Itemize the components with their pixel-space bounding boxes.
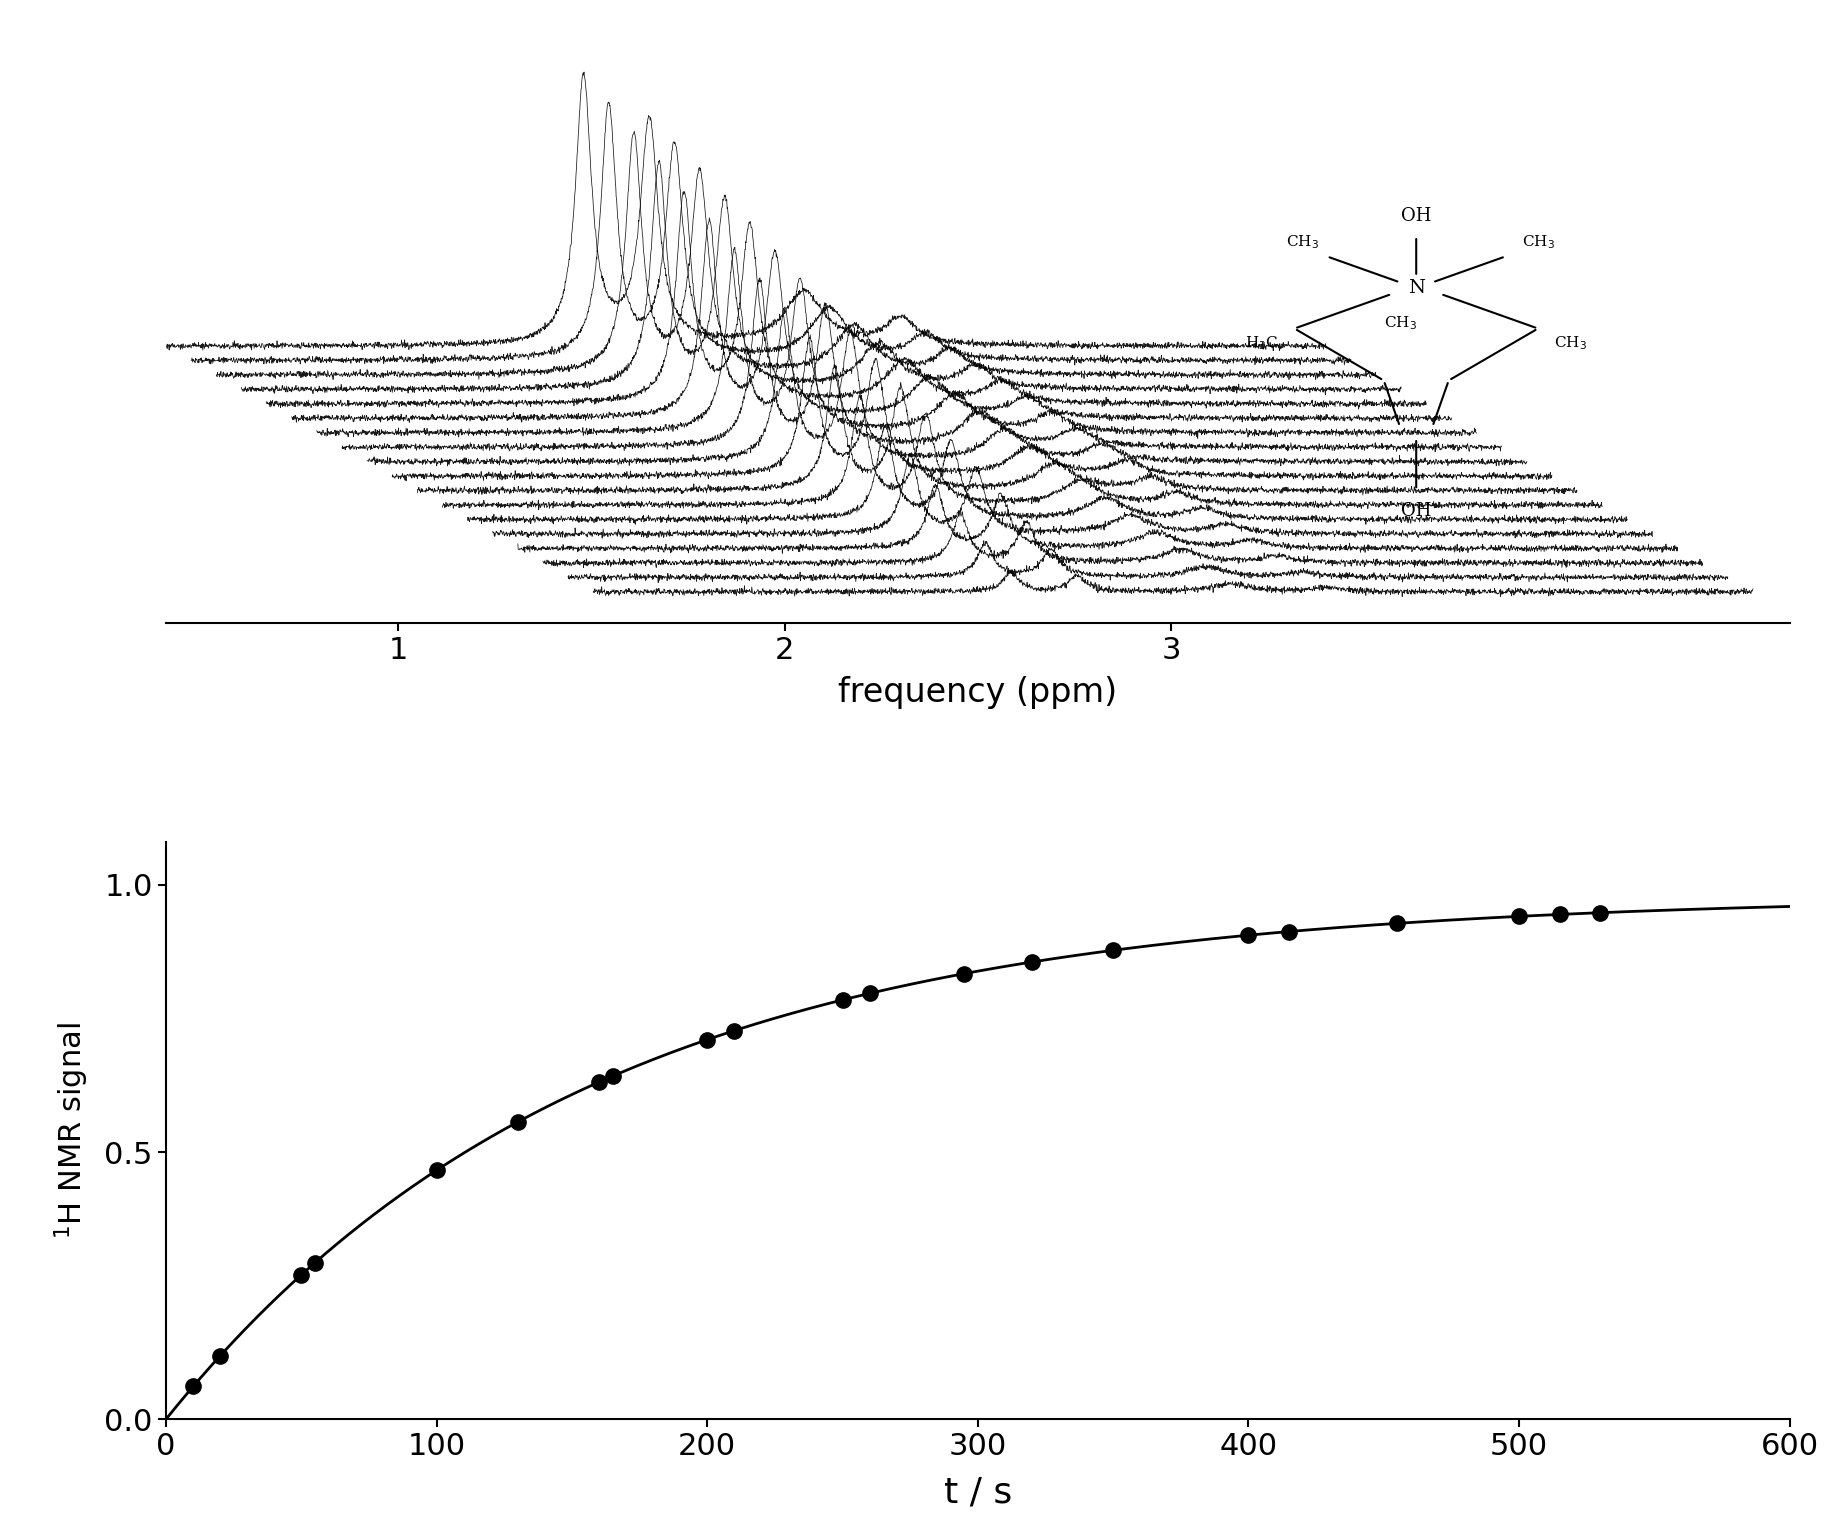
Point — [720, 1018, 749, 1042]
Text: CH$_3$: CH$_3$ — [1384, 314, 1417, 331]
Text: H$_3$C: H$_3$C — [1245, 334, 1279, 353]
Point — [423, 1158, 452, 1183]
Point — [1382, 911, 1411, 935]
Point — [1504, 903, 1533, 928]
Point — [950, 961, 980, 986]
Text: OH: OH — [1400, 206, 1432, 224]
Point — [692, 1027, 721, 1051]
Point — [585, 1070, 614, 1094]
Point — [1098, 938, 1127, 963]
Point — [1585, 900, 1614, 925]
Point — [179, 1375, 208, 1399]
Point — [504, 1109, 533, 1134]
Text: CH$_3$: CH$_3$ — [1522, 233, 1555, 250]
Text: N: N — [1408, 279, 1424, 298]
Point — [205, 1343, 234, 1367]
Text: CH$_3$: CH$_3$ — [1286, 233, 1319, 250]
Point — [1544, 902, 1574, 926]
Y-axis label: $^{1}$H NMR signal: $^{1}$H NMR signal — [52, 1022, 90, 1239]
Text: OH: OH — [1400, 502, 1432, 520]
Point — [1275, 919, 1304, 943]
Point — [286, 1262, 315, 1286]
Point — [1234, 923, 1264, 948]
X-axis label: frequency (ppm): frequency (ppm) — [838, 676, 1118, 710]
Text: CH$_3$: CH$_3$ — [1553, 334, 1587, 353]
Point — [828, 987, 858, 1012]
Point — [301, 1251, 330, 1276]
Point — [854, 981, 884, 1006]
X-axis label: t / s: t / s — [945, 1476, 1011, 1509]
Point — [1017, 949, 1046, 974]
Point — [598, 1064, 627, 1088]
